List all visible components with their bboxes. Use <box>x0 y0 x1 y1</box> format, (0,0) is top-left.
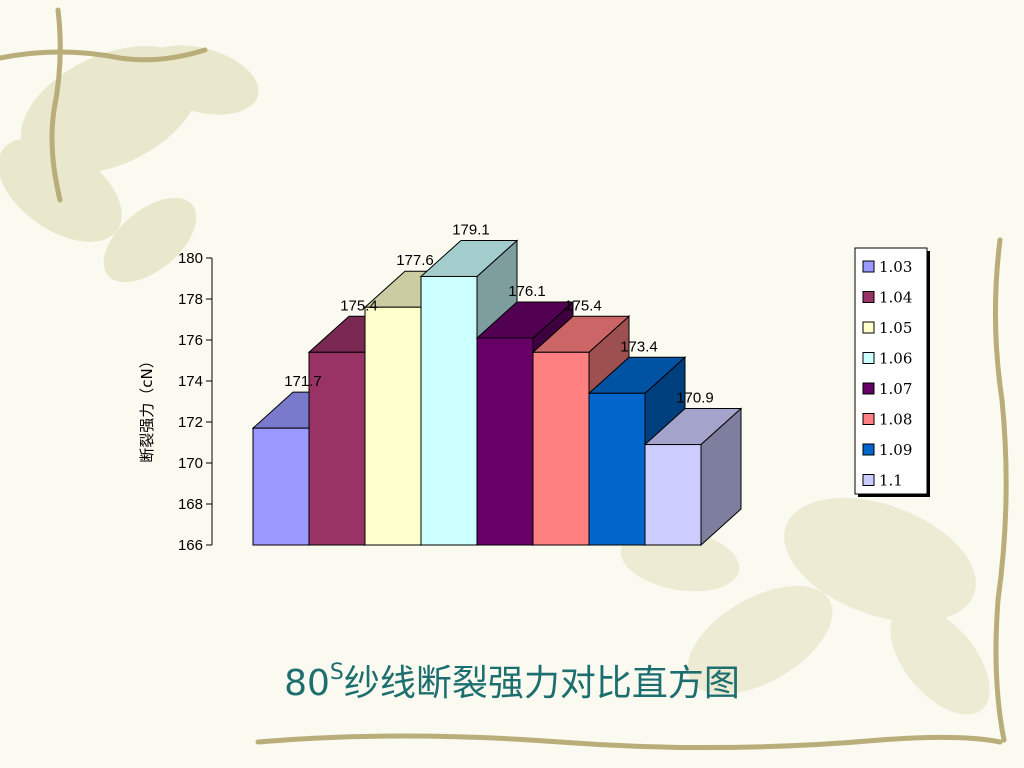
legend-swatch <box>862 443 875 456</box>
y-axis-label: 断裂强力（cN） <box>138 353 156 462</box>
data-label: 173.4 <box>620 338 658 355</box>
data-label: 175.4 <box>340 297 378 314</box>
y-tick-label: 168 <box>178 496 203 513</box>
bar-front <box>308 351 366 546</box>
data-label: 171.7 <box>284 373 322 390</box>
title-prefix: 80 <box>284 663 330 704</box>
data-label: 177.6 <box>396 252 434 269</box>
y-tick-label: 172 <box>178 414 203 431</box>
bar-front <box>532 351 590 546</box>
bars-group <box>251 239 743 547</box>
bar-1.1 <box>643 407 743 547</box>
bar-front <box>252 427 310 546</box>
vine-bottom <box>255 733 1003 751</box>
y-axis: 166 168 170 172 174 176 178 180 <box>178 250 213 554</box>
y-tick-label: 176 <box>178 332 203 349</box>
legend: 1.03 1.04 1.05 1.06 1.07 1.08 1.09 1.1 <box>854 247 930 497</box>
data-label: 170.9 <box>676 390 714 407</box>
legend-swatch <box>862 321 875 334</box>
y-tick-label: 180 <box>178 250 203 267</box>
data-label: 176.1 <box>508 283 546 300</box>
bar-front <box>476 337 534 546</box>
legend-entry: 1.03 <box>879 258 912 276</box>
y-tick-label: 178 <box>178 291 203 308</box>
vine-lines <box>0 7 1009 751</box>
vine-right <box>992 237 1009 743</box>
data-label: 179.1 <box>452 221 490 238</box>
legend-swatch <box>862 413 875 425</box>
legend-entry: 1.09 <box>879 441 912 459</box>
legend-swatch <box>862 291 875 303</box>
legend-swatch <box>862 474 875 486</box>
legend-entry: 1.05 <box>879 319 912 337</box>
legend-entry: 1.1 <box>879 472 903 490</box>
y-tick-label: 166 <box>178 537 203 554</box>
data-labels-group: 171.7 175.4 177.6 179.1 176.1 175.4 173.4 170.9 <box>284 221 714 406</box>
title-superscript: S <box>329 660 344 685</box>
legend-entry: 1.06 <box>879 350 912 368</box>
legend-swatch <box>862 260 875 273</box>
vine-top <box>0 47 208 63</box>
bar-front <box>644 444 702 546</box>
data-label: 175.4 <box>564 297 602 314</box>
legend-swatch <box>862 382 875 395</box>
bar-front <box>588 392 646 546</box>
y-tick-label: 170 <box>178 455 203 472</box>
title-main: 纱线断裂强力对比直方图 <box>343 663 740 704</box>
bar-front <box>364 306 422 546</box>
legend-entry: 1.04 <box>879 289 912 307</box>
leaf-cluster-top-left <box>0 45 259 283</box>
y-tick-label: 174 <box>178 373 203 390</box>
legend-swatch <box>862 352 875 364</box>
legend-entry: 1.08 <box>879 411 912 429</box>
vine-left <box>49 7 63 203</box>
bar-front <box>420 275 478 546</box>
legend-entry: 1.07 <box>879 380 912 398</box>
page-title: 80S纱线断裂强力对比直方图 <box>0 654 1024 706</box>
